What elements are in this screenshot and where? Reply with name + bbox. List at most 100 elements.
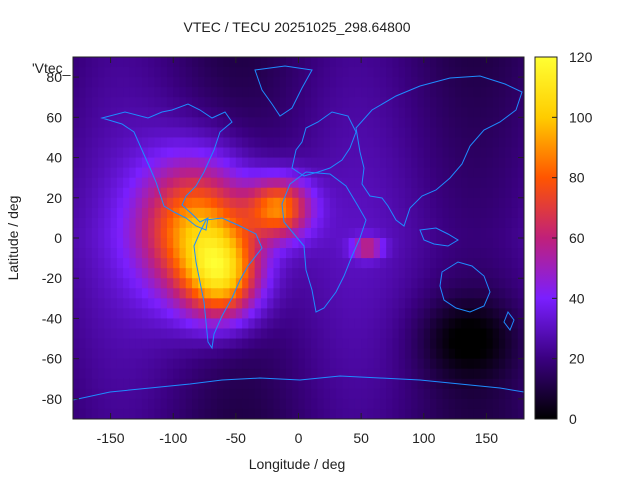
heatmap-cell <box>348 217 356 229</box>
heatmap-cell <box>73 318 80 330</box>
heatmap-cell <box>98 197 105 209</box>
heatmap-cell <box>141 318 149 330</box>
heatmap-cell <box>511 298 519 309</box>
heatmap-cell <box>386 147 394 159</box>
heatmap-cell <box>279 388 287 400</box>
heatmap-cell <box>361 77 368 88</box>
heatmap-cell <box>254 227 262 239</box>
heatmap-cell <box>323 378 331 390</box>
heatmap-cell <box>448 167 456 179</box>
heatmap-cell <box>486 207 494 219</box>
heatmap-cell <box>417 147 425 159</box>
heatmap-cell <box>486 388 494 400</box>
heatmap-cell <box>98 137 105 149</box>
heatmap-cell <box>442 157 450 169</box>
heatmap-cell <box>311 388 318 400</box>
heatmap-cell <box>166 157 174 169</box>
heatmap-cell <box>492 67 500 78</box>
heatmap-cell <box>129 248 137 259</box>
heatmap-cell <box>91 318 99 330</box>
heatmap-cell <box>154 77 162 88</box>
heatmap-cell <box>279 177 287 189</box>
heatmap-cell <box>304 87 312 98</box>
heatmap-cell <box>217 288 224 299</box>
heatmap-cell <box>517 107 524 118</box>
heatmap-cell <box>411 187 419 199</box>
heatmap-cell <box>154 238 162 249</box>
heatmap-cell <box>298 398 306 410</box>
heatmap-cell <box>123 238 130 249</box>
heatmap-cell <box>386 358 394 370</box>
heatmap-cell <box>317 227 325 239</box>
heatmap-cell <box>480 227 488 239</box>
heatmap-cell <box>166 368 174 380</box>
heatmap-cell <box>123 298 130 309</box>
heatmap-cell <box>141 258 149 269</box>
heatmap-cell <box>373 408 381 419</box>
heatmap-cell <box>448 87 456 98</box>
heatmap-cell <box>311 87 318 98</box>
heatmap-cell <box>404 217 412 229</box>
heatmap-cell <box>430 57 437 68</box>
heatmap-cell <box>273 57 281 68</box>
heatmap-cell <box>242 348 249 360</box>
heatmap-cell <box>517 207 524 219</box>
heatmap-cell <box>73 177 80 189</box>
heatmap-cell <box>505 177 513 189</box>
heatmap-cell <box>248 177 256 189</box>
heatmap-cell <box>235 57 243 68</box>
heatmap-cell <box>210 157 218 169</box>
heatmap-cell <box>254 147 262 159</box>
heatmap-cell <box>129 77 137 88</box>
heatmap-cell <box>104 388 112 400</box>
heatmap-cell <box>348 278 356 289</box>
heatmap-cell <box>298 217 306 229</box>
heatmap-cell <box>73 378 80 390</box>
heatmap-cell <box>336 127 343 139</box>
heatmap-cell <box>235 137 243 149</box>
heatmap-cell <box>135 197 143 209</box>
heatmap-cell <box>298 378 306 390</box>
heatmap-cell <box>386 77 394 88</box>
heatmap-cell <box>179 288 187 299</box>
heatmap-cell <box>505 278 513 289</box>
heatmap-cell <box>423 177 431 189</box>
heatmap-cell <box>279 328 287 340</box>
heatmap-grid <box>73 57 524 419</box>
y-axis-label: Latitude / deg <box>5 196 21 281</box>
heatmap-cell <box>123 157 130 169</box>
heatmap-cell <box>123 87 130 98</box>
heatmap-cell <box>448 227 456 239</box>
heatmap-cell <box>336 217 343 229</box>
heatmap-cell <box>91 77 99 88</box>
heatmap-cell <box>373 318 381 330</box>
heatmap-cell <box>448 338 456 350</box>
heatmap-cell <box>379 77 387 88</box>
heatmap-cell <box>185 368 193 380</box>
heatmap-cell <box>110 167 118 179</box>
heatmap-cell <box>116 227 124 239</box>
heatmap-cell <box>98 308 105 320</box>
heatmap-cell <box>279 378 287 390</box>
heatmap-cell <box>254 258 262 269</box>
heatmap-cell <box>467 378 475 390</box>
heatmap-cell <box>135 368 143 380</box>
heatmap-cell <box>173 398 181 410</box>
heatmap-cell <box>336 338 343 350</box>
heatmap-cell <box>417 97 425 108</box>
heatmap-cell <box>411 77 419 88</box>
heatmap-cell <box>379 187 387 199</box>
heatmap-cell <box>304 258 312 269</box>
heatmap-cell <box>73 308 80 320</box>
heatmap-cell <box>135 348 143 360</box>
heatmap-cell <box>386 328 394 340</box>
heatmap-cell <box>254 278 262 289</box>
heatmap-cell <box>198 117 206 128</box>
heatmap-cell <box>141 248 149 259</box>
heatmap-cell <box>185 308 193 320</box>
heatmap-cell <box>511 368 519 380</box>
heatmap-cell <box>423 348 431 360</box>
heatmap-cell <box>455 338 462 350</box>
heatmap-cell <box>461 358 469 370</box>
heatmap-cell <box>273 67 281 78</box>
